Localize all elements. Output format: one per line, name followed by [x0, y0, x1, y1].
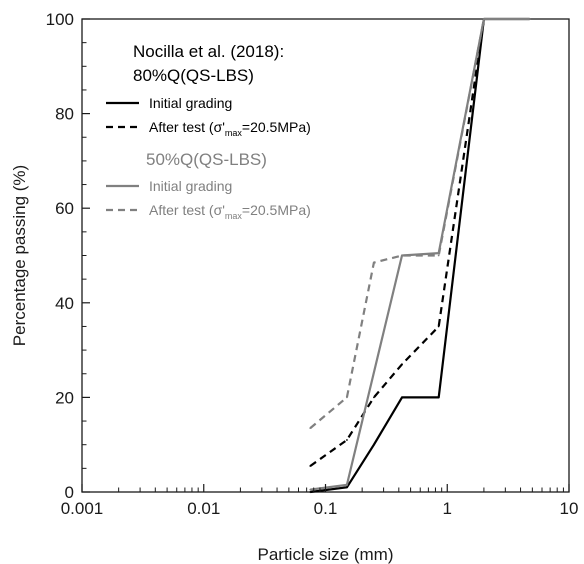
plot-frame-layer	[81, 18, 570, 493]
series-2-point	[346, 439, 348, 441]
series-2-point	[309, 465, 312, 467]
x-axis-title: Particle size (mm)	[257, 545, 393, 564]
plot-frame	[81, 18, 570, 493]
x-tick-label: 0.01	[187, 499, 220, 518]
series-1-point	[309, 491, 312, 493]
x-tick-label: 0.1	[314, 499, 338, 518]
y-tick-label: 80	[55, 105, 74, 124]
legend-group-1-heading-line-2: 80%Q(QS-LBS)	[133, 66, 254, 85]
series-1-point	[401, 396, 403, 399]
series-1-point	[373, 443, 375, 446]
series-1-point	[437, 396, 440, 399]
y-tick-label: 0	[65, 483, 74, 502]
legend: Nocilla et al. (2018): 80%Q(QS-LBS) Init…	[106, 42, 311, 221]
series-1-point	[346, 486, 348, 489]
series-4-point	[437, 254, 440, 257]
legend-label-50q-after: After test (σ'max=20.5MPa)	[149, 202, 311, 221]
legend-label-80q-after-prefix: After test (σ'	[149, 119, 225, 135]
legend-label-80q-after-subscript: max	[225, 128, 243, 138]
x-tick-label: 1	[443, 499, 452, 518]
series-3-point	[528, 18, 531, 20]
series-4-point	[309, 427, 312, 430]
series-line-3	[310, 17, 530, 491]
series-4-point	[373, 261, 375, 264]
legend-group-1-heading-line-1: Nocilla et al. (2018):	[133, 42, 284, 61]
legend-label-50q-after-suffix: =20.5MPa)	[242, 202, 311, 218]
y-tick-label: 100	[46, 10, 74, 29]
series-3-point	[346, 484, 348, 486]
y-tick-label: 60	[55, 199, 74, 218]
series-2-point	[401, 363, 403, 366]
series-4-point	[483, 18, 485, 20]
y-tick-label: 40	[55, 294, 74, 313]
series-4-point	[401, 254, 403, 257]
series-2-point	[373, 396, 375, 399]
y-axis-title: Percentage passing (%)	[10, 165, 29, 346]
legend-label-50q-after-subscript: max	[225, 211, 243, 221]
series-layer	[309, 17, 531, 494]
legend-label-80q-after: After test (σ'max=20.5MPa)	[149, 119, 311, 138]
y-tick-label: 20	[55, 388, 74, 407]
series-3-point	[309, 488, 312, 491]
legend-label-80q-after-suffix: =20.5MPa)	[242, 119, 311, 135]
x-tick-label: 10	[560, 499, 579, 518]
series-line-4	[309, 18, 485, 429]
legend-label-50q-initial: Initial grading	[149, 178, 232, 194]
x-tick-label: 0.001	[61, 499, 104, 518]
legend-label-80q-initial: Initial grading	[149, 95, 232, 111]
series-line-2	[309, 18, 485, 467]
series-4-point	[346, 396, 348, 399]
legend-label-50q-after-prefix: After test (σ'	[149, 202, 225, 218]
legend-group-2-heading: 50%Q(QS-LBS)	[146, 150, 267, 169]
series-2-point	[437, 325, 440, 328]
